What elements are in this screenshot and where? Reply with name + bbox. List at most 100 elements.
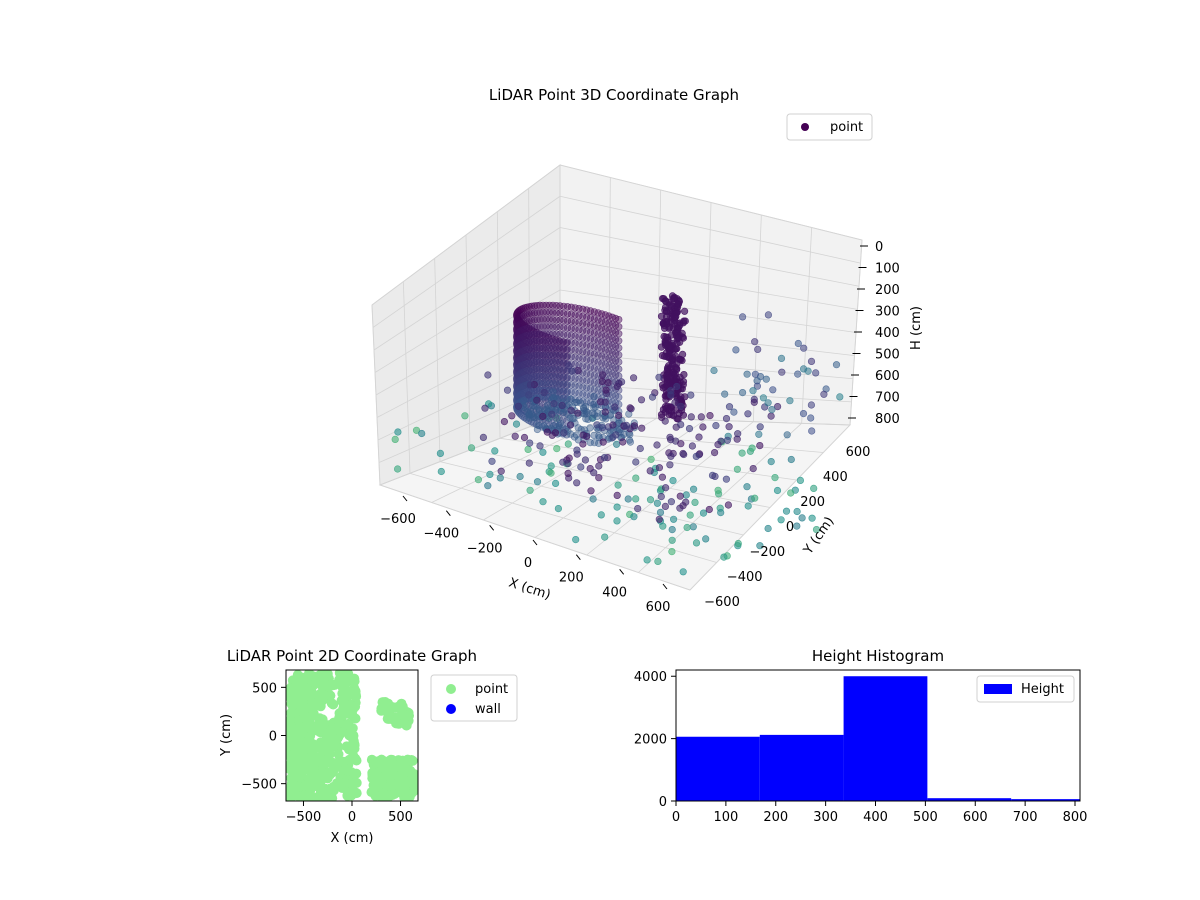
lidar-point	[620, 430, 628, 439]
plot2d-point	[368, 759, 379, 770]
lidar-point	[560, 373, 568, 381]
plot2d-x-tick-label: 500	[388, 810, 413, 825]
plot3d-title: LiDAR Point 3D Coordinate Graph	[489, 86, 739, 104]
plot2d-point	[304, 670, 315, 679]
lidar-point	[567, 324, 575, 333]
lidar-point	[602, 415, 610, 423]
lidar-point	[528, 366, 536, 374]
lidar-point	[568, 367, 576, 375]
lidar-point	[533, 323, 541, 331]
lidar-point	[601, 408, 609, 416]
plot2d-y-ticks: 500 0 −500	[241, 681, 286, 793]
plot2d-point	[378, 757, 389, 768]
lidar-point	[662, 333, 670, 341]
lidar-point	[412, 426, 421, 434]
lidar-point	[820, 390, 828, 398]
lidar-point	[744, 502, 752, 510]
plot2d: LiDAR Point 2D Coordinate Graph −500 0 500…	[219, 647, 518, 846]
lidar-point	[686, 511, 694, 519]
histogram-bars	[676, 676, 1080, 801]
lidar-point	[571, 382, 579, 390]
lidar-point	[563, 303, 572, 311]
histogram: Height Histogram 0 100 200 300 400 500 600 700 8…	[634, 647, 1088, 825]
lidar-point	[675, 333, 683, 342]
lidar-point	[571, 346, 579, 354]
lidar-point	[574, 409, 582, 417]
plot2d-point	[304, 774, 315, 785]
lidar-point	[597, 511, 605, 519]
lidar-point	[748, 444, 756, 452]
lidar-point	[553, 445, 561, 453]
lidar-point	[563, 317, 572, 325]
lidar-point	[481, 404, 489, 412]
lidar-point	[756, 423, 764, 431]
lidar-point	[667, 391, 675, 399]
lidar-point	[533, 309, 541, 317]
plot2d-point	[333, 749, 344, 760]
lidar-point	[730, 408, 738, 416]
lidar-point	[560, 323, 568, 332]
lidar-point	[576, 399, 585, 407]
plot3d-y-tick-label: −600	[704, 595, 740, 610]
plot3d-ylabel: Y (cm)	[800, 514, 837, 558]
lidar-point	[749, 387, 757, 395]
lidar-point	[519, 397, 528, 405]
plot2d-point	[317, 767, 328, 778]
lidar-point	[807, 414, 815, 422]
lidar-point	[567, 346, 575, 354]
lidar-point	[657, 493, 665, 501]
plot2d-y-tick-label: 0	[269, 730, 277, 745]
histogram-x-tick-label: 200	[763, 810, 788, 825]
lidar-point	[525, 391, 533, 399]
plot2d-x-tick-label: 0	[348, 810, 356, 825]
lidar-point	[559, 458, 567, 466]
lidar-point	[567, 310, 575, 318]
lidar-point	[563, 380, 572, 389]
plot2d-y-tick-label: −500	[241, 778, 277, 793]
plot3d-x-tick-label: 400	[602, 585, 627, 600]
lidar-point	[579, 431, 587, 439]
lidar-point	[695, 433, 703, 441]
lidar-point	[560, 352, 568, 360]
lidar-point	[556, 344, 564, 352]
plot2d-point	[328, 785, 339, 796]
lidar-point	[604, 379, 612, 387]
lidar-point	[667, 313, 675, 321]
lidar-point	[567, 303, 575, 311]
lidar-point	[662, 297, 670, 306]
lidar-point	[533, 302, 541, 310]
lidar-point	[533, 330, 541, 338]
lidar-point	[692, 539, 701, 547]
lidar-point	[486, 470, 494, 479]
lidar-point	[812, 369, 820, 377]
histogram-legend: Height	[976, 675, 1075, 703]
lidar-point	[573, 446, 581, 454]
lidar-point	[782, 507, 791, 515]
lidar-point	[656, 508, 665, 517]
lidar-point	[680, 307, 689, 315]
lidar-point	[560, 380, 568, 388]
lidar-point	[653, 499, 662, 507]
lidar-point	[749, 465, 757, 473]
plot2d-legend-wall-label: wall	[475, 702, 501, 717]
lidar-point	[589, 495, 597, 503]
lidar-point	[437, 467, 445, 476]
lidar-point	[777, 354, 786, 363]
lidar-point	[697, 413, 705, 421]
lidar-point	[771, 474, 779, 482]
lidar-point	[556, 323, 564, 331]
plot2d-point	[387, 702, 398, 712]
lidar-point	[500, 418, 509, 426]
lidar-point	[567, 339, 575, 347]
lidar-point	[524, 445, 532, 454]
lidar-point	[556, 309, 564, 317]
lidar-point	[725, 423, 733, 431]
lidar-point	[574, 367, 582, 375]
lidar-point	[630, 513, 638, 521]
lidar-point	[794, 370, 802, 378]
plot2d-y-tick-label: 500	[252, 681, 277, 696]
lidar-point	[612, 440, 621, 448]
plot3d-x-tick-label: 0	[524, 556, 532, 571]
lidar-point	[721, 390, 729, 398]
plot3d-y-ticks: −600 −400 −2000 200 400 600	[704, 445, 870, 610]
